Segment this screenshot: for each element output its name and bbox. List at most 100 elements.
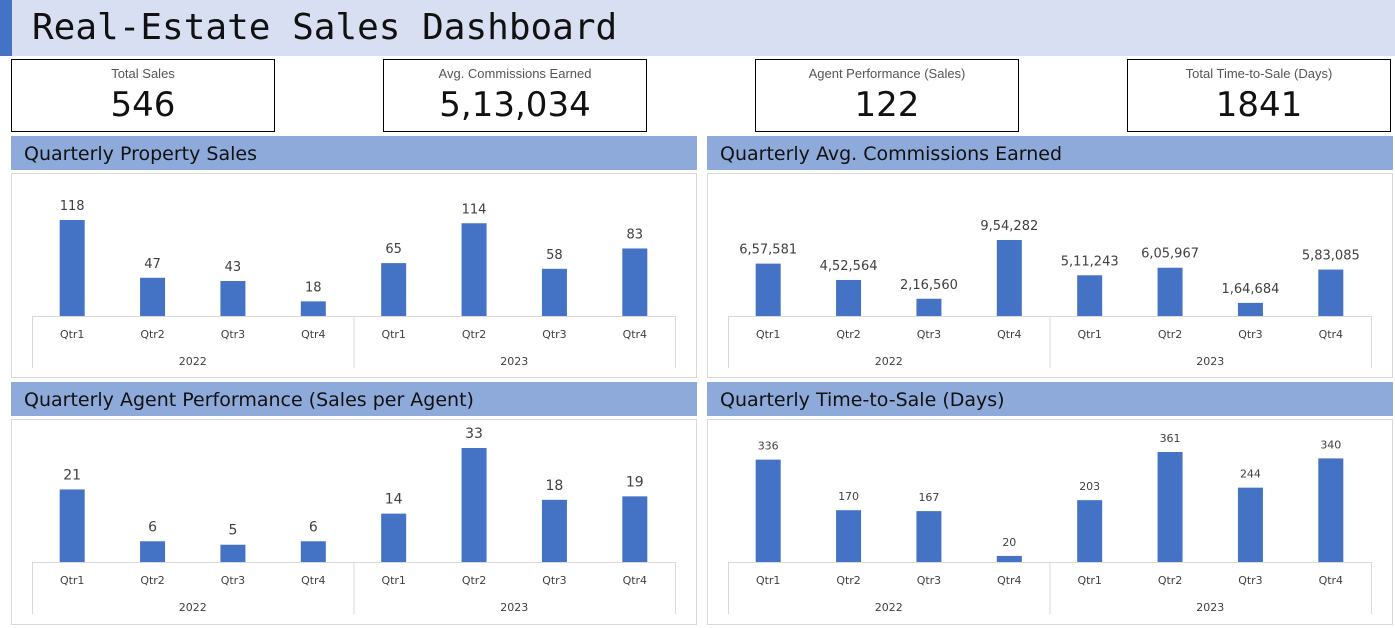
bar [755, 263, 781, 316]
data-label: 118 [60, 199, 85, 214]
bar [996, 555, 1022, 562]
kpi-card-avg-commissions: Avg. Commissions Earned 5,13,034 [383, 59, 647, 132]
chart-svg: 6,57,581 Qtr1 4,52,564 Qtr2 2,16,560 Qtr3 9,54… [728, 219, 1372, 368]
tick-label: Qtr4 [1319, 574, 1344, 587]
data-label: 6,57,581 [739, 243, 797, 258]
panel-title: Quarterly Agent Performance (Sales per A… [24, 389, 474, 411]
bar [916, 511, 942, 562]
tick-label: Qtr1 [381, 328, 406, 341]
tick-label: Qtr3 [917, 328, 942, 341]
data-label: 170 [838, 490, 859, 503]
tick-label: Qtr1 [756, 328, 781, 341]
kpi-value: 122 [854, 85, 920, 125]
kpi-label: Avg. Commissions Earned [438, 66, 592, 81]
tick-label: Qtr2 [140, 574, 165, 587]
tick-label: Qtr2 [140, 328, 165, 341]
tick-label: Qtr2 [462, 328, 487, 341]
data-label: 114 [462, 202, 487, 217]
bar [1077, 500, 1103, 562]
data-label: 4,52,564 [820, 259, 878, 274]
chart-svg: 21 Qtr1 6 Qtr2 5 Qtr3 6 Qtr4 14 Qtr1 33 Qtr2 18 Qtr3 1… [32, 426, 676, 614]
dashboard-title: Real-Estate Sales Dashboard [32, 7, 618, 48]
panel-title: Quarterly Avg. Commissions Earned [720, 143, 1063, 165]
tick-label: Qtr3 [1238, 574, 1263, 587]
bar [140, 541, 166, 562]
data-label: 19 [626, 474, 644, 490]
data-label: 6 [309, 519, 318, 535]
panel-header-time-to-sale: Quarterly Time-to-Sale (Days) [707, 382, 1393, 416]
tick-label: Qtr3 [917, 574, 942, 587]
chart-time-to-sale: 336 Qtr1 170 Qtr2 167 Qtr3 20 Qtr4 203 Qtr1 361 Qtr… [707, 419, 1393, 625]
kpi-card-total-sales: Total Sales 546 [11, 59, 275, 132]
panel-header-property-sales: Quarterly Property Sales [11, 136, 697, 170]
group-label: 2022 [875, 601, 903, 614]
bar [381, 263, 407, 316]
tick-label: Qtr3 [221, 328, 246, 341]
tick-label: Qtr4 [301, 574, 326, 587]
panel-header-avg-commissions: Quarterly Avg. Commissions Earned [707, 136, 1393, 170]
data-label: 14 [385, 492, 403, 508]
data-label: 65 [385, 242, 402, 257]
bar [916, 298, 942, 316]
kpi-value: 546 [110, 85, 176, 125]
bar [140, 277, 166, 316]
panel-title: Quarterly Property Sales [24, 143, 257, 165]
group-label: 2023 [1196, 601, 1224, 614]
tick-label: Qtr3 [1238, 328, 1263, 341]
group-label: 2023 [500, 601, 528, 614]
bar [541, 268, 567, 316]
panel-header-agent-performance: Quarterly Agent Performance (Sales per A… [11, 382, 697, 416]
bar [381, 513, 407, 562]
bar [1157, 267, 1183, 316]
group-label: 2022 [179, 355, 207, 368]
chart-svg: 118 Qtr1 47 Qtr2 43 Qtr3 18 Qtr4 65 Qtr1 114 Qtr2 58… [32, 199, 676, 368]
tick-label: Qtr3 [221, 574, 246, 587]
bar [541, 499, 567, 562]
bar [300, 541, 326, 562]
data-label: 5 [228, 523, 237, 539]
bar [220, 281, 246, 316]
data-label: 18 [305, 280, 322, 295]
data-label: 47 [144, 257, 161, 272]
bar [59, 220, 85, 316]
bar [461, 448, 487, 562]
chart-svg: 336 Qtr1 170 Qtr2 167 Qtr3 20 Qtr4 203 Qtr1 361 Qtr… [728, 432, 1372, 614]
title-accent [0, 0, 12, 56]
bar [836, 279, 862, 316]
bar [622, 496, 648, 562]
tick-label: Qtr1 [1077, 328, 1102, 341]
bar [1237, 487, 1263, 562]
kpi-card-time-to-sale: Total Time-to-Sale (Days) 1841 [1127, 59, 1391, 132]
group-label: 2022 [179, 601, 207, 614]
bar [461, 223, 487, 316]
tick-label: Qtr2 [462, 574, 487, 587]
bar [1318, 269, 1344, 316]
bar [1157, 452, 1183, 562]
data-label: 58 [546, 248, 563, 263]
tick-label: Qtr2 [836, 574, 861, 587]
data-label: 33 [465, 426, 483, 442]
title-bar: Real-Estate Sales Dashboard [0, 0, 1395, 56]
data-label: 83 [627, 227, 644, 242]
data-label: 1,64,684 [1221, 282, 1279, 297]
tick-label: Qtr4 [623, 328, 648, 341]
data-label: 167 [918, 491, 939, 504]
data-label: 5,83,085 [1302, 249, 1360, 264]
kpi-value: 1841 [1215, 85, 1303, 125]
bar [1318, 458, 1344, 562]
data-label: 20 [1002, 536, 1016, 549]
tick-label: Qtr4 [997, 574, 1022, 587]
kpi-label: Total Sales [111, 66, 175, 81]
bar [1237, 302, 1263, 316]
tick-label: Qtr4 [1319, 328, 1344, 341]
bar [220, 544, 246, 562]
kpi-label: Total Time-to-Sale (Days) [1185, 66, 1333, 81]
kpi-card-agent-performance: Agent Performance (Sales) 122 [755, 59, 1019, 132]
tick-label: Qtr1 [60, 328, 85, 341]
data-label: 5,11,243 [1061, 254, 1119, 269]
data-label: 43 [225, 260, 242, 275]
tick-label: Qtr1 [381, 574, 406, 587]
bar [836, 510, 862, 562]
kpi-value: 5,13,034 [439, 85, 591, 125]
bar [755, 459, 781, 562]
